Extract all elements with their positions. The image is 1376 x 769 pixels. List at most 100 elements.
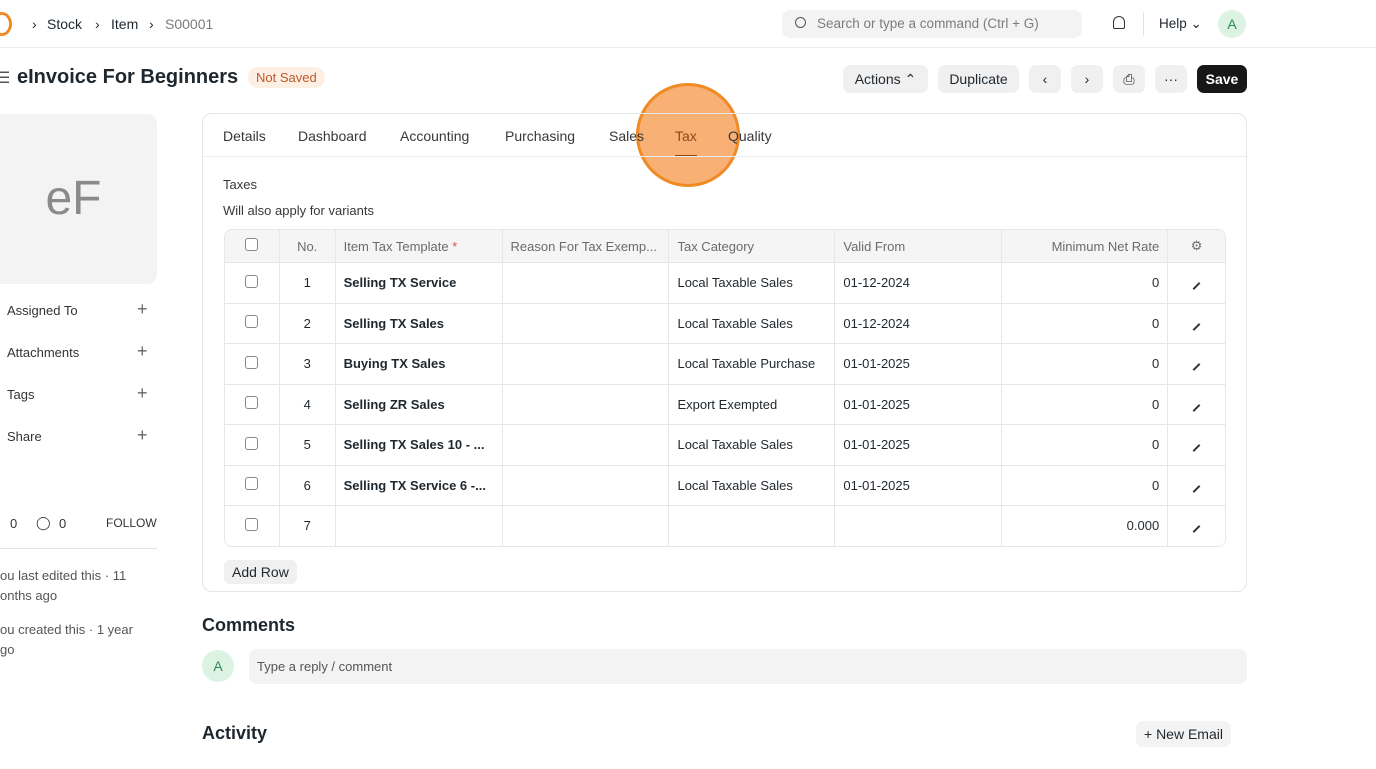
- new-email-button[interactable]: + New Email: [1136, 721, 1231, 747]
- sidebar-tags[interactable]: Tags: [7, 387, 35, 402]
- row-no[interactable]: 7: [279, 505, 336, 546]
- valid-from[interactable]: 01-12-2024: [835, 262, 1002, 303]
- row-checkbox[interactable]: [245, 436, 259, 450]
- edit-icon[interactable]: [1168, 505, 1225, 546]
- reason[interactable]: [502, 383, 670, 424]
- item-tax-template[interactable]: Selling TX Sales 10 - ...: [335, 424, 503, 465]
- min-net-rate[interactable]: 0: [1001, 262, 1169, 303]
- duplicate-button[interactable]: Duplicate: [938, 65, 1019, 93]
- help-menu[interactable]: Help ⌄: [1159, 16, 1202, 31]
- valid-from[interactable]: 01-01-2025: [835, 424, 1002, 465]
- tab-tax[interactable]: Tax: [675, 128, 697, 156]
- sidebar-attachments[interactable]: Attachments: [7, 345, 80, 360]
- reason[interactable]: [502, 464, 670, 505]
- more-icon[interactable]: ···: [1155, 65, 1187, 93]
- breadcrumb-item[interactable]: Item: [111, 16, 139, 32]
- plus-icon[interactable]: +: [137, 299, 148, 319]
- min-net-rate[interactable]: 0: [1001, 302, 1169, 343]
- reason[interactable]: [502, 302, 670, 343]
- tax-category[interactable]: Local Taxable Sales: [669, 464, 836, 505]
- add-row-button[interactable]: Add Row: [224, 560, 297, 584]
- previous-button[interactable]: ‹: [1029, 65, 1061, 93]
- avatar[interactable]: A: [1218, 10, 1246, 38]
- next-button[interactable]: ›: [1071, 65, 1103, 93]
- row-no[interactable]: 2: [279, 302, 336, 343]
- tab-quality[interactable]: Quality: [728, 128, 772, 144]
- tax-category[interactable]: Local Taxable Sales: [669, 262, 836, 303]
- reason[interactable]: [502, 505, 670, 546]
- tax-category[interactable]: Local Taxable Purchase: [669, 343, 836, 384]
- tab-dashboard[interactable]: Dashboard: [298, 128, 367, 144]
- reason[interactable]: [502, 262, 670, 303]
- min-net-rate[interactable]: 0.000: [1001, 505, 1169, 546]
- tab-accounting[interactable]: Accounting: [400, 128, 470, 144]
- tax-category[interactable]: [669, 505, 836, 546]
- edit-icon[interactable]: [1168, 262, 1225, 303]
- row-checkbox[interactable]: [245, 274, 259, 288]
- table-row[interactable]: 2 Selling TX Sales Local Taxable Sales 01-1…: [225, 302, 1225, 343]
- tab-details[interactable]: Details: [223, 128, 266, 144]
- save-button[interactable]: Save: [1197, 65, 1247, 93]
- item-tax-template[interactable]: Selling ZR Sales: [335, 383, 503, 424]
- min-net-rate[interactable]: 0: [1001, 343, 1169, 384]
- row-no[interactable]: 1: [279, 262, 336, 303]
- sidebar-toggle-icon[interactable]: ☰: [0, 70, 11, 87]
- edit-icon[interactable]: [1168, 383, 1225, 424]
- edit-icon[interactable]: [1168, 343, 1225, 384]
- min-net-rate[interactable]: 0: [1001, 424, 1169, 465]
- search-input[interactable]: Search or type a command (Ctrl + G): [782, 10, 1082, 38]
- item-image[interactable]: eF: [0, 114, 157, 284]
- item-tax-template[interactable]: Selling TX Sales: [335, 302, 503, 343]
- tax-category[interactable]: Export Exempted: [669, 383, 836, 424]
- tax-category[interactable]: Local Taxable Sales: [669, 424, 836, 465]
- valid-from[interactable]: [835, 505, 1002, 546]
- min-net-rate[interactable]: 0: [1001, 383, 1169, 424]
- item-tax-template[interactable]: Buying TX Sales: [335, 343, 503, 384]
- table-row[interactable]: 5 Selling TX Sales 10 - ... Local Taxable …: [225, 424, 1225, 465]
- likes-count[interactable]: 0: [10, 516, 18, 531]
- tab-purchasing[interactable]: Purchasing: [505, 128, 576, 144]
- bell-icon[interactable]: [1113, 16, 1125, 29]
- valid-from[interactable]: 01-01-2025: [835, 383, 1002, 424]
- sidebar-assigned-to[interactable]: Assigned To: [7, 303, 78, 318]
- gear-icon[interactable]: ⚙: [1168, 230, 1225, 262]
- table-row[interactable]: 1 Selling TX Service Local Taxable Sales 01…: [225, 262, 1225, 303]
- valid-from[interactable]: 01-12-2024: [835, 302, 1002, 343]
- table-row[interactable]: 3 Buying TX Sales Local Taxable Purchase 01…: [225, 343, 1225, 384]
- row-no[interactable]: 3: [279, 343, 336, 384]
- select-all-checkbox[interactable]: [245, 238, 259, 251]
- plus-icon[interactable]: +: [137, 425, 148, 445]
- row-no[interactable]: 4: [279, 383, 336, 424]
- row-checkbox[interactable]: [245, 477, 259, 491]
- row-checkbox[interactable]: [245, 517, 259, 531]
- row-checkbox[interactable]: [245, 355, 259, 369]
- min-net-rate[interactable]: 0: [1001, 464, 1169, 505]
- reason[interactable]: [502, 343, 670, 384]
- edit-icon[interactable]: [1168, 302, 1225, 343]
- valid-from[interactable]: 01-01-2025: [835, 343, 1002, 384]
- app-logo[interactable]: [0, 12, 12, 36]
- edit-icon[interactable]: [1168, 424, 1225, 465]
- tab-sales[interactable]: Sales: [609, 128, 645, 144]
- reason[interactable]: [502, 424, 670, 465]
- breadcrumb-current[interactable]: S00001: [165, 16, 214, 32]
- row-no[interactable]: 6: [279, 464, 336, 505]
- row-checkbox[interactable]: [245, 396, 259, 410]
- plus-icon[interactable]: +: [137, 341, 148, 361]
- print-icon[interactable]: ⎙: [1113, 65, 1145, 93]
- row-no[interactable]: 5: [279, 424, 336, 465]
- row-checkbox[interactable]: [245, 315, 259, 329]
- sidebar-share[interactable]: Share: [7, 429, 42, 444]
- comment-input[interactable]: Type a reply / comment: [249, 649, 1247, 684]
- breadcrumb-stock[interactable]: Stock: [47, 16, 83, 32]
- follow-button[interactable]: FOLLOW: [106, 516, 157, 530]
- table-row[interactable]: 6 Selling TX Service 6 -... Local Taxable …: [225, 464, 1225, 505]
- tax-category[interactable]: Local Taxable Sales: [669, 302, 836, 343]
- table-row[interactable]: 4 Selling ZR Sales Export Exempted 01-01-20…: [225, 383, 1225, 424]
- actions-button[interactable]: Actions ⌃: [843, 65, 928, 93]
- item-tax-template[interactable]: Selling TX Service 6 -...: [335, 464, 503, 505]
- item-tax-template[interactable]: Selling TX Service: [335, 262, 503, 303]
- edit-icon[interactable]: [1168, 464, 1225, 505]
- valid-from[interactable]: 01-01-2025: [835, 464, 1002, 505]
- item-tax-template[interactable]: [335, 505, 503, 546]
